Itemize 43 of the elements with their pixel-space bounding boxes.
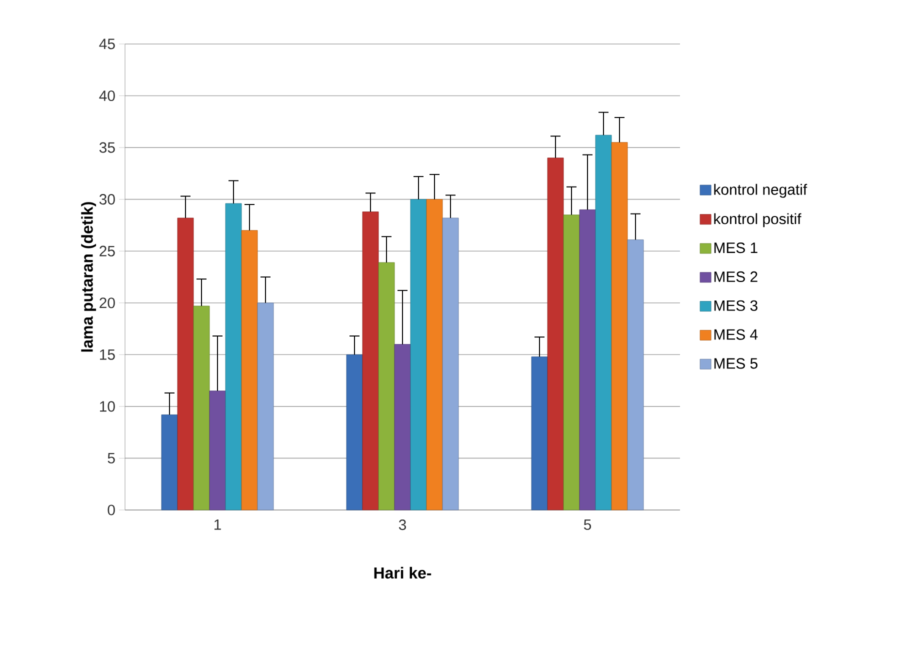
legend-label: MES 4 bbox=[714, 329, 758, 340]
bar bbox=[394, 344, 411, 510]
y-tick-label: 25 bbox=[100, 246, 115, 256]
bar bbox=[547, 158, 564, 510]
bar bbox=[531, 356, 548, 510]
y-tick-label: 15 bbox=[100, 349, 115, 360]
bar bbox=[410, 199, 427, 510]
legend-label: MES 5 bbox=[714, 358, 758, 369]
y-tick-label: 10 bbox=[100, 401, 115, 412]
legend-label: kontrol positif bbox=[714, 213, 802, 228]
bar bbox=[346, 354, 363, 510]
y-tick-label: 20 bbox=[100, 298, 115, 308]
y-tick-label: 30 bbox=[99, 194, 115, 205]
bar bbox=[579, 209, 596, 510]
bar bbox=[177, 218, 194, 510]
x-tick-label: 3 bbox=[398, 520, 406, 530]
bar bbox=[161, 414, 178, 510]
y-tick-label: 5 bbox=[108, 452, 115, 464]
bar bbox=[193, 306, 210, 510]
x-axis-title: Hari ke- bbox=[374, 566, 432, 579]
bar bbox=[627, 240, 644, 510]
y-tick-label: 40 bbox=[99, 90, 115, 102]
bar bbox=[378, 262, 395, 510]
bar bbox=[595, 134, 612, 510]
y-axis-title: lama putaran (detik) bbox=[81, 202, 96, 352]
legend-label: MES 3 bbox=[714, 300, 758, 311]
y-tick-label: 0 bbox=[108, 504, 115, 516]
bar bbox=[362, 212, 379, 510]
x-tick-label: 1 bbox=[214, 520, 221, 530]
bar bbox=[209, 390, 226, 510]
legend-label: MES 1 bbox=[714, 242, 758, 254]
y-tick-label: 35 bbox=[99, 142, 115, 153]
y-tick-label: 45 bbox=[99, 38, 115, 50]
bar bbox=[225, 203, 242, 510]
bar bbox=[563, 214, 580, 510]
legend-label: kontrol negatif bbox=[714, 184, 808, 198]
bar bbox=[442, 218, 459, 510]
bar bbox=[257, 302, 274, 510]
legend-label: MES 2 bbox=[714, 271, 758, 282]
bar bbox=[241, 230, 258, 510]
bar bbox=[426, 199, 443, 510]
bar bbox=[611, 142, 628, 510]
x-tick-label: 5 bbox=[584, 520, 592, 530]
